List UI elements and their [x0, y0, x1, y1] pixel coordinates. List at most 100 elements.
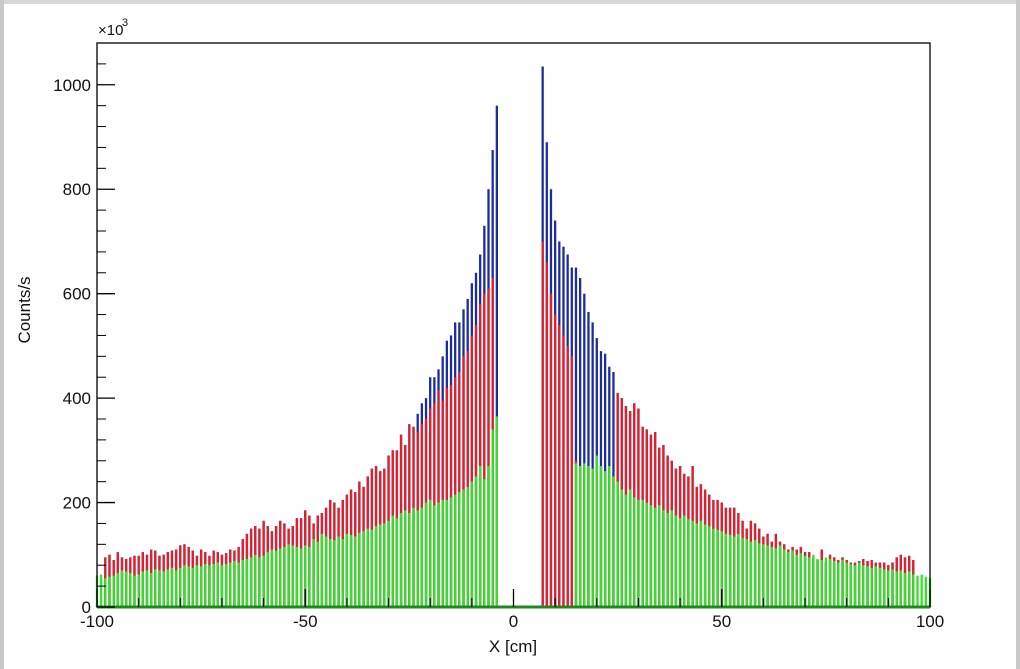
bar-s2-1	[100, 574, 103, 607]
y-tick-label-5: 1000	[53, 76, 91, 95]
bar-s2-102	[595, 455, 598, 607]
bar-s2-34	[237, 562, 240, 607]
bar-s2-70	[387, 520, 390, 607]
bar-s2-146	[778, 545, 782, 607]
bar-s2-149	[791, 550, 794, 607]
bar-s2-89	[466, 486, 469, 607]
window-frame-top	[0, 0, 1020, 4]
bar-s2-104	[603, 471, 607, 607]
bar-s2-119	[666, 513, 669, 607]
bar-s2-98	[578, 466, 582, 607]
bar-s1-90	[479, 304, 482, 607]
bar-s2-157	[824, 557, 828, 607]
bar-s2-143	[766, 545, 769, 607]
bar-s1-95	[541, 241, 544, 607]
bar-s2-90	[470, 481, 473, 607]
bar-s2-2	[104, 578, 107, 607]
bar-s2-30	[220, 565, 224, 607]
bar-s2-44	[279, 548, 282, 607]
bar-s2-67	[374, 526, 378, 607]
x-tick-label-4: 100	[916, 612, 944, 631]
y-multiplier-label: ×10	[98, 22, 123, 39]
bar-s2-159	[833, 561, 836, 607]
bar-s1-88	[470, 335, 473, 607]
bar-s2-83	[441, 499, 444, 607]
bar-s2-147	[783, 549, 786, 607]
axes-layer: 0 200 400 600 800 1000 -100 -50 0 50 100	[53, 42, 944, 631]
bar-s2-5	[116, 573, 119, 607]
y-tick-label-4: 800	[63, 180, 91, 199]
x-tick-label-3: 50	[712, 612, 731, 631]
bar-s2-35	[241, 560, 244, 607]
bar-s2-80	[429, 499, 432, 607]
bar-s1-101	[566, 345, 569, 607]
bar-s2-148	[787, 552, 790, 607]
bar-s2-38	[254, 554, 257, 607]
bar-s2-96	[495, 416, 498, 607]
bar-s2-107	[616, 481, 619, 607]
bar-s2-140	[753, 540, 757, 607]
bar-s2-114	[645, 502, 648, 607]
bar-s2-27	[208, 565, 211, 607]
bar-s2-24	[195, 565, 199, 607]
bar-s2-99	[583, 463, 586, 607]
bar-s2-9	[133, 575, 136, 607]
bar-s2-154	[812, 554, 815, 607]
bar-s2-59	[341, 539, 344, 607]
bar-s2-163	[849, 564, 853, 607]
bar-s2-15	[158, 570, 161, 607]
bar-s2-179	[916, 575, 919, 607]
bar-s2-135	[733, 536, 736, 607]
bar-s2-168	[870, 567, 873, 607]
x-tick-label-0: -100	[80, 612, 114, 631]
bar-s2-37	[249, 557, 253, 607]
bar-s2-63	[358, 532, 361, 607]
bar-s2-174	[895, 571, 898, 607]
bar-s2-139	[749, 541, 753, 607]
bar-s0-107	[591, 322, 594, 607]
bar-s2-162	[845, 562, 848, 607]
bar-s2-46	[287, 544, 290, 607]
bar-s2-153	[808, 557, 811, 607]
bar-s2-71	[391, 515, 394, 607]
bar-s2-56	[329, 539, 332, 607]
bar-s2-55	[324, 536, 328, 607]
bar-s2-60	[345, 533, 349, 607]
bar-s2-57	[333, 540, 336, 607]
bar-s1-96	[545, 262, 548, 607]
bar-s2-125	[691, 520, 694, 607]
y-tick-label-3: 600	[63, 285, 91, 304]
bar-s2-116	[653, 507, 657, 607]
bar-s2-12	[145, 570, 149, 607]
bar-s2-85	[449, 497, 453, 607]
bar-s2-161	[841, 560, 844, 607]
bar-s2-123	[683, 515, 686, 607]
bar-s2-69	[383, 523, 386, 607]
bar-s2-175	[899, 570, 902, 607]
bar-s2-180	[920, 574, 923, 607]
bar-s2-138	[745, 539, 748, 607]
bar-s2-11	[141, 571, 144, 607]
bar-s0-106	[587, 311, 590, 607]
bar-s1-92	[487, 288, 490, 607]
bar-s2-124	[687, 519, 690, 607]
bar-s2-50	[304, 545, 307, 607]
bar-s2-43	[274, 550, 278, 607]
bar-s2-28	[212, 564, 215, 607]
bar-s2-64	[362, 531, 365, 607]
bar-s2-45	[283, 546, 286, 607]
bar-s2-13	[150, 573, 153, 607]
bar-s2-4	[112, 575, 115, 607]
bar-s2-158	[828, 558, 832, 607]
bar-s2-156	[820, 560, 823, 607]
bar-s2-137	[741, 538, 744, 607]
bar-s2-19	[174, 570, 178, 607]
bar-s2-170	[878, 567, 882, 607]
bar-s2-48	[295, 546, 299, 607]
bar-s2-151	[799, 553, 803, 607]
bar-s2-144	[770, 546, 773, 607]
bar-s2-150	[795, 554, 798, 607]
bar-s2-88	[462, 489, 465, 607]
bar-s2-111	[633, 497, 636, 607]
bar-s2-132	[720, 531, 723, 607]
